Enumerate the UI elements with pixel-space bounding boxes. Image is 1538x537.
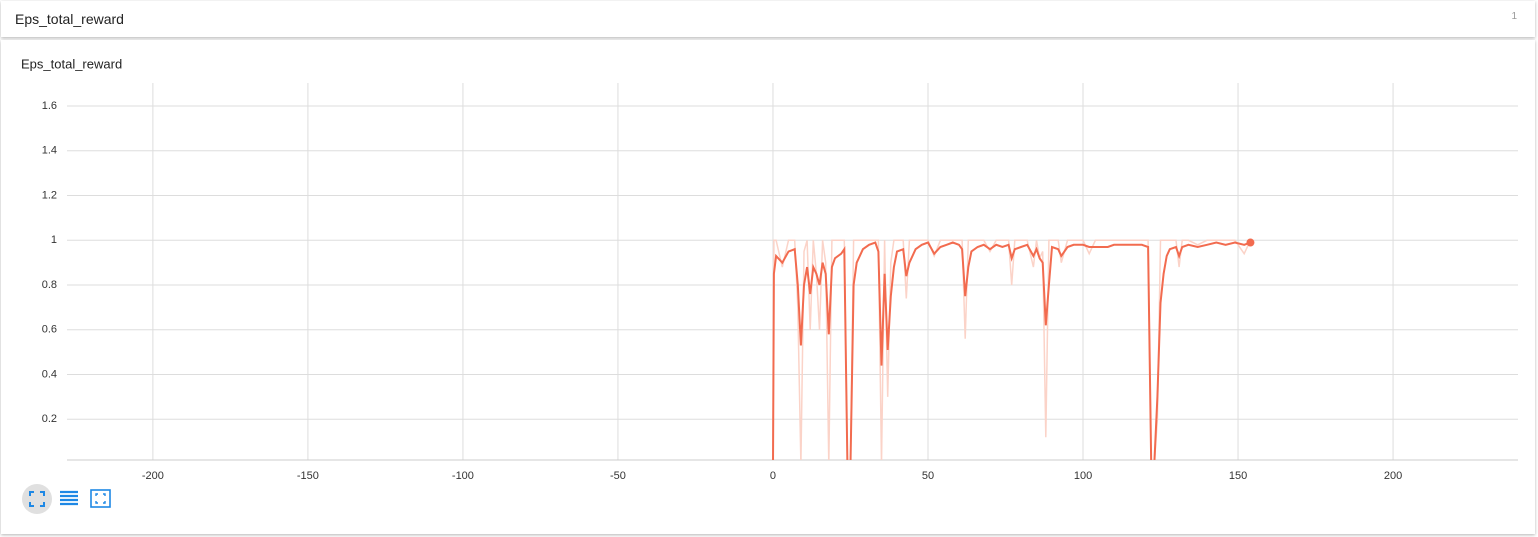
x-tick-label: 200 xyxy=(1384,470,1402,482)
header-title: Eps_total_reward xyxy=(15,11,124,27)
last-point xyxy=(1246,238,1255,247)
y-tick-label: 1 xyxy=(51,234,57,246)
toggle-log-button[interactable] xyxy=(60,490,78,506)
y-tick-label: 1.4 xyxy=(42,145,57,157)
frame-corners[interactable] xyxy=(95,493,106,504)
x-tick-label: -150 xyxy=(297,470,319,482)
chart-title: Eps_total_reward xyxy=(21,56,122,71)
x-tick-label: -200 xyxy=(142,470,164,482)
y-tick-label: 0.4 xyxy=(42,368,57,380)
x-tick-label: 50 xyxy=(922,470,934,482)
series-line xyxy=(772,239,1252,460)
header-badge: 1 xyxy=(1511,11,1517,22)
fit-button[interactable] xyxy=(22,484,52,514)
chart-card xyxy=(1,40,1535,534)
list-icon[interactable] xyxy=(60,490,78,506)
series-line xyxy=(772,241,1251,460)
x-tick-label: -100 xyxy=(452,470,474,482)
y-tick-label: 0.2 xyxy=(42,413,57,425)
frame-icon[interactable] xyxy=(90,489,111,508)
fit-button-bg[interactable] xyxy=(22,484,52,514)
x-tick-label: 100 xyxy=(1074,470,1092,482)
plot xyxy=(772,239,1252,460)
fit-icon[interactable] xyxy=(29,491,45,507)
y-tick-label: 0.6 xyxy=(42,324,57,336)
y-tick-label: 1.6 xyxy=(42,100,57,112)
header-card: Eps_total_reward 1 xyxy=(1,1,1535,37)
download-button[interactable] xyxy=(90,489,111,508)
y-tick-label: 0.8 xyxy=(42,279,57,291)
y-tick-label: 1.2 xyxy=(42,189,57,201)
x-tick-label: -50 xyxy=(610,470,626,482)
x-tick-label: 150 xyxy=(1229,470,1247,482)
x-tick-label: 0 xyxy=(770,470,776,482)
